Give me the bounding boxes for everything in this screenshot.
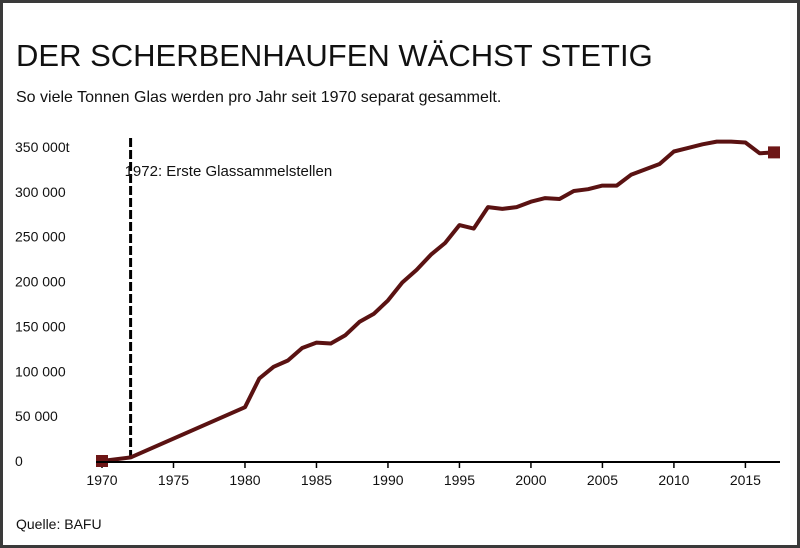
event-annotation-label: 1972: Erste Glassammelstellen [125,163,333,180]
x-tick-label: 2000 [515,472,546,488]
y-tick-label: 50 000 [15,408,58,424]
source-note: Quelle: BAFU [16,516,102,532]
x-axis-ticks: 1970 1975 1980 1985 1990 1995 2000 2005 2010 2015 [86,462,761,488]
x-tick-label: 1990 [372,472,403,488]
x-tick-label: 1995 [444,472,475,488]
x-tick-label: 1975 [158,472,189,488]
y-tick-label: 150 000 [15,318,66,334]
y-tick-label: 0 [15,453,23,469]
y-tick-label: 200 000 [15,274,66,290]
chart-subtitle: So viele Tonnen Glas werden pro Jahr sei… [16,89,502,106]
x-tick-label: 2015 [730,472,761,488]
x-tick-label: 2010 [658,472,689,488]
y-tick-label: 350 000t [15,139,70,155]
annotations: 1972: Erste Glassammelstellen [125,138,333,461]
y-tick-label: 250 000 [15,229,66,245]
x-tick-label: 2005 [587,472,618,488]
data-point-marker [768,146,780,159]
chart-title: DER SCHERBENHAUFEN WÄCHST STETIG [16,38,653,73]
series-layer [96,139,780,467]
series-line [100,139,776,463]
x-tick-label: 1985 [301,472,332,488]
y-tick-label: 300 000 [15,184,66,200]
y-axis-ticks: 0 50 000 100 000 150 000 200 000 250 000 300 0… [15,139,70,469]
x-tick-label: 1970 [86,472,117,488]
y-tick-label: 100 000 [15,363,66,379]
x-tick-label: 1980 [229,472,260,488]
